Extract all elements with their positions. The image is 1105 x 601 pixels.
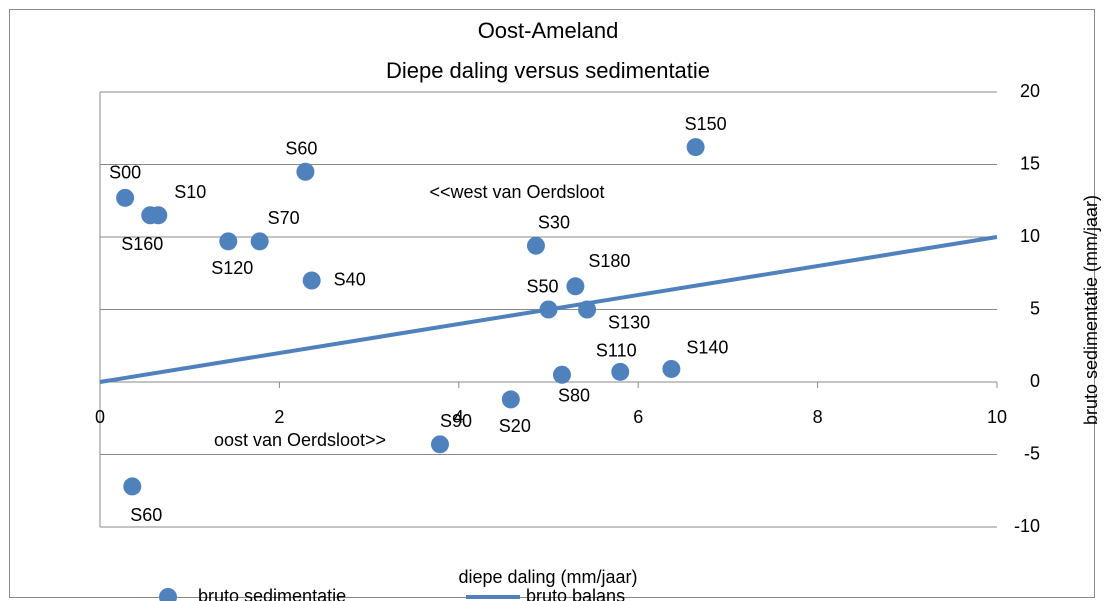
point-label: S70 xyxy=(268,208,300,228)
point xyxy=(219,232,238,251)
point xyxy=(296,162,315,181)
point xyxy=(123,477,142,496)
x-axis-title: diepe daling (mm/jaar) xyxy=(458,567,637,587)
point-label: S110 xyxy=(596,341,637,361)
point-label: S60 xyxy=(130,505,162,525)
point xyxy=(526,236,545,255)
point-label: S120 xyxy=(211,258,253,278)
y-tick-label: 20 xyxy=(1020,81,1040,101)
legend-label: bruto sedimentatie xyxy=(198,586,346,601)
y-tick-label: 5 xyxy=(1030,298,1040,318)
x-tick-label: 10 xyxy=(987,407,1007,427)
point-label: S50 xyxy=(526,276,558,296)
y-tick-label: -10 xyxy=(1014,516,1040,536)
annotation: oost van Oerdsloot>> xyxy=(214,430,386,450)
point xyxy=(501,390,520,409)
point-label: S150 xyxy=(685,114,727,134)
x-tick-label: 0 xyxy=(95,407,105,427)
point-label: S30 xyxy=(538,212,570,232)
x-tick-label: 6 xyxy=(633,407,643,427)
point xyxy=(116,188,135,207)
point xyxy=(566,277,585,296)
point-label: S80 xyxy=(558,386,590,406)
point-label: S40 xyxy=(334,269,366,289)
chart-subtitle: Diepe daling versus sedimentatie xyxy=(386,58,710,83)
x-tick-label: 4 xyxy=(454,407,464,427)
point xyxy=(539,300,558,319)
annotation: <<west van Oerdsloot xyxy=(429,182,604,202)
point xyxy=(149,206,168,225)
point-label: S60 xyxy=(285,139,317,159)
point xyxy=(578,300,597,319)
legend-marker xyxy=(159,588,177,601)
point-label: S130 xyxy=(608,312,650,332)
point xyxy=(250,232,269,251)
point xyxy=(552,365,571,384)
point-label: S20 xyxy=(499,416,531,436)
point xyxy=(686,138,705,157)
point xyxy=(430,435,449,454)
point xyxy=(662,359,681,378)
y-tick-label: 15 xyxy=(1020,153,1040,173)
y-tick-label: -5 xyxy=(1024,443,1040,463)
point xyxy=(302,271,321,290)
y-tick-label: 0 xyxy=(1030,371,1040,391)
chart-title: Oost-Ameland xyxy=(478,18,619,43)
point-label: S140 xyxy=(686,338,728,358)
y-tick-label: 10 xyxy=(1020,226,1040,246)
legend-label: bruto balans xyxy=(526,586,625,601)
point-label: S90 xyxy=(440,411,472,431)
x-tick-label: 8 xyxy=(813,407,823,427)
point-label: S180 xyxy=(588,251,630,271)
point-label: S160 xyxy=(121,234,163,254)
y-axis-title: bruto sedimentatie (mm/jaar) xyxy=(1081,195,1101,425)
point-label: S00 xyxy=(109,163,141,183)
point-label: S10 xyxy=(174,182,206,202)
x-tick-label: 2 xyxy=(274,407,284,427)
point xyxy=(611,362,630,381)
